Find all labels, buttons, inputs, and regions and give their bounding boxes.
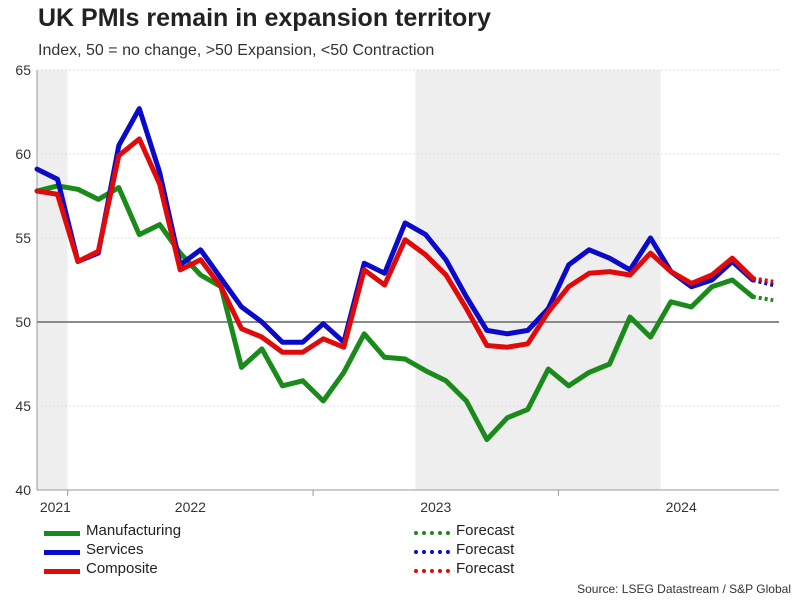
chart-title: UK PMIs remain in expansion territory [38,4,491,32]
legend-composite-forecast-label: Forecast [456,560,515,577]
series-line-services [34,106,756,345]
legend-services-forecast-label: Forecast [456,541,515,558]
series-forecast-services [752,278,774,287]
y-tick-label-45: 45 [15,398,31,414]
series-forecast-manufacturing [752,294,774,303]
series-line-manufacturing [34,183,756,443]
x-year-label-2023: 2023 [420,499,451,515]
shaded-band-0 [37,70,68,490]
legend-manufacturing-swatch [44,531,80,536]
legend-services-forecast-swatch [414,550,450,554]
x-year-label-2022: 2022 [175,499,206,515]
x-year-label-2021: 2021 [40,499,71,515]
legend-manufacturing-forecast-label: Forecast [456,522,515,539]
y-tick-label-60: 60 [15,146,31,162]
legend-services-label: Services [86,541,144,558]
legend-manufacturing-forecast-swatch [414,531,450,535]
legend-composite-swatch [44,569,80,574]
y-tick-label-50: 50 [15,314,31,330]
y-tick-label-55: 55 [15,230,31,246]
legend-manufacturing-label: Manufacturing [86,522,182,539]
shaded-band-1 [415,70,661,490]
y-tick-label-65: 65 [15,62,31,78]
legend-composite-label: Composite [86,560,158,577]
x-year-label-2024: 2024 [666,499,697,515]
legend-composite-forecast-swatch [414,569,450,573]
series-line-composite [34,136,756,355]
source-note: Source: LSEG Datastream / S&P Global [577,582,791,596]
legend-services-swatch [44,550,80,555]
chart-subtitle: Index, 50 = no change, >50 Expansion, <5… [38,42,435,59]
y-tick-label-40: 40 [15,482,31,498]
